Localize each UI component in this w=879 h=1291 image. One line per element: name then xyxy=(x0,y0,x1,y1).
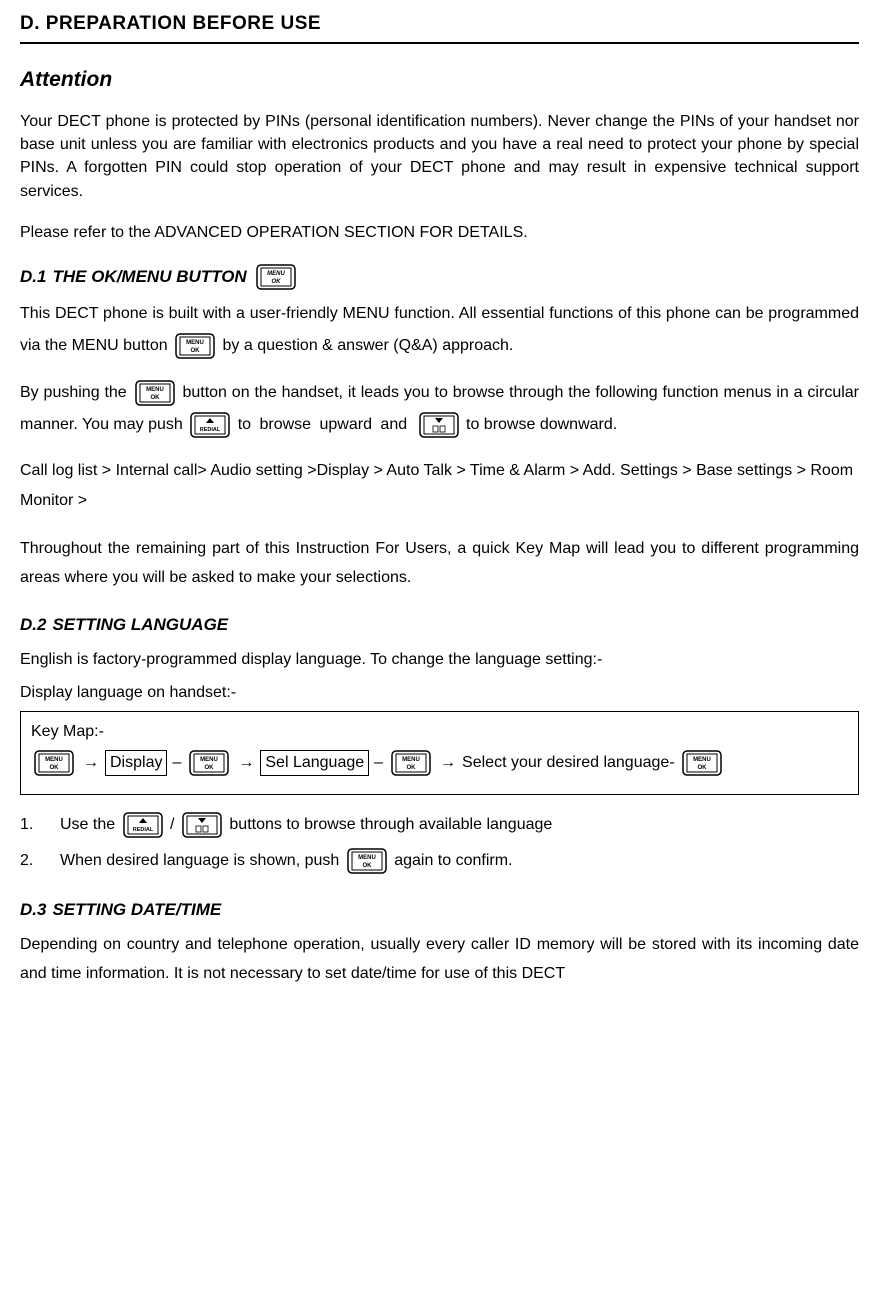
svg-text:MENU: MENU xyxy=(402,757,420,763)
svg-text:REDIAL: REDIAL xyxy=(200,427,221,433)
arrow-icon: → xyxy=(83,751,99,775)
dash-icon: – xyxy=(374,751,383,775)
attention-p1: Your DECT phone is protected by PINs (pe… xyxy=(20,110,859,203)
menu-ok-icon: MENU OK xyxy=(34,750,74,776)
menu-ok-icon: MENU OK xyxy=(189,750,229,776)
up-redial-icon: REDIAL xyxy=(123,812,163,838)
list-item: 2. When desired language is shown, push … xyxy=(20,845,859,877)
li1-a: Use the xyxy=(60,816,120,833)
menu-ok-icon: MENU OK xyxy=(175,333,215,359)
km-select-desired: Select your desired language- xyxy=(462,751,675,775)
d1-p2-c: to browse upward and xyxy=(238,416,416,433)
li1-c: buttons to browse through available lang… xyxy=(229,816,552,833)
d3-p1: Depending on country and telephone opera… xyxy=(20,931,859,989)
svg-text:OK: OK xyxy=(271,279,281,285)
km-display: Display xyxy=(105,750,167,776)
svg-text:OK: OK xyxy=(362,863,372,869)
keymap-label: Key Map:- xyxy=(31,720,848,744)
li1-content: Use the REDIAL / butto xyxy=(60,809,552,841)
menu-ok-icon: MENU OK xyxy=(682,750,722,776)
svg-text:MENU: MENU xyxy=(45,757,63,763)
svg-text:OK: OK xyxy=(697,765,707,771)
svg-text:OK: OK xyxy=(205,765,215,771)
d1-p2: By pushing the MENU OK button on the han… xyxy=(20,377,859,441)
menu-ok-icon: MENU OK xyxy=(256,264,296,290)
d2-p2: Display language on handset:- xyxy=(20,679,859,708)
dash-icon: – xyxy=(172,751,181,775)
d3-title-text: SETTING DATE/TIME xyxy=(52,897,221,923)
d2-num: D.2 xyxy=(20,612,46,638)
menu-ok-icon: MENU OK xyxy=(135,380,175,406)
list-item: 1. Use the REDIAL / xyxy=(20,809,859,841)
d1-title-text: THE OK/MENU BUTTON xyxy=(52,264,246,290)
svg-text:OK: OK xyxy=(191,348,201,354)
menu-ok-icon: MENU OK xyxy=(347,848,387,874)
section-header-text: D. PREPARATION BEFORE USE xyxy=(20,13,321,34)
menu-ok-icon: MENU OK xyxy=(391,750,431,776)
svg-text:MENU: MENU xyxy=(186,340,204,346)
down-contacts-icon xyxy=(419,412,459,438)
svg-text:MENU: MENU xyxy=(358,855,376,861)
d2-p1: English is factory-programmed display la… xyxy=(20,646,859,675)
svg-text:MENU: MENU xyxy=(267,271,285,277)
svg-text:OK: OK xyxy=(150,395,160,401)
d2-list: 1. Use the REDIAL / xyxy=(20,809,859,877)
d1-num: D.1 xyxy=(20,264,46,290)
svg-text:MENU: MENU xyxy=(146,387,164,393)
d1-p1: This DECT phone is built with a user-fri… xyxy=(20,298,859,362)
d1-p3: Throughout the remaining part of this In… xyxy=(20,535,859,593)
d1-p2-d: to browse downward. xyxy=(466,416,617,433)
d2-title-text: SETTING LANGUAGE xyxy=(52,612,228,638)
d1-p1-b: by a question & answer (Q&A) approach. xyxy=(223,337,514,354)
svg-text:REDIAL: REDIAL xyxy=(132,827,153,833)
d1-title: D.1 THE OK/MENU BUTTON MENU OK xyxy=(20,264,859,290)
svg-text:OK: OK xyxy=(50,765,60,771)
section-header: D. PREPARATION BEFORE USE xyxy=(20,10,859,44)
arrow-icon: → xyxy=(440,751,456,775)
li2-content: When desired language is shown, push MEN… xyxy=(60,845,512,877)
svg-text:OK: OK xyxy=(407,765,417,771)
li1-b: / xyxy=(170,816,179,833)
keymap-box: Key Map:- MENU OK → Display – MENU OK → … xyxy=(20,711,859,795)
svg-text:MENU: MENU xyxy=(693,757,711,763)
up-redial-icon: REDIAL xyxy=(190,412,230,438)
attention-title: Attention xyxy=(20,64,859,96)
keymap-flow: MENU OK → Display – MENU OK → Sel Langua… xyxy=(31,750,848,776)
attention-p2: Please refer to the ADVANCED OPERATION S… xyxy=(20,221,859,244)
d1-p2-a: By pushing the xyxy=(20,384,132,401)
down-contacts-icon xyxy=(182,812,222,838)
li1-num: 1. xyxy=(20,809,60,841)
arrow-icon: → xyxy=(238,751,254,775)
li2-a: When desired language is shown, push xyxy=(60,852,344,869)
li2-b: again to confirm. xyxy=(394,852,512,869)
li2-num: 2. xyxy=(20,845,60,877)
d3-title: D.3 SETTING DATE/TIME xyxy=(20,897,859,923)
d2-title: D.2 SETTING LANGUAGE xyxy=(20,612,859,638)
km-sel-language: Sel Language xyxy=(260,750,369,776)
d1-menuchain: Call log list > Internal call> Audio set… xyxy=(20,456,859,517)
svg-text:MENU: MENU xyxy=(201,757,219,763)
d3-num: D.3 xyxy=(20,897,46,923)
